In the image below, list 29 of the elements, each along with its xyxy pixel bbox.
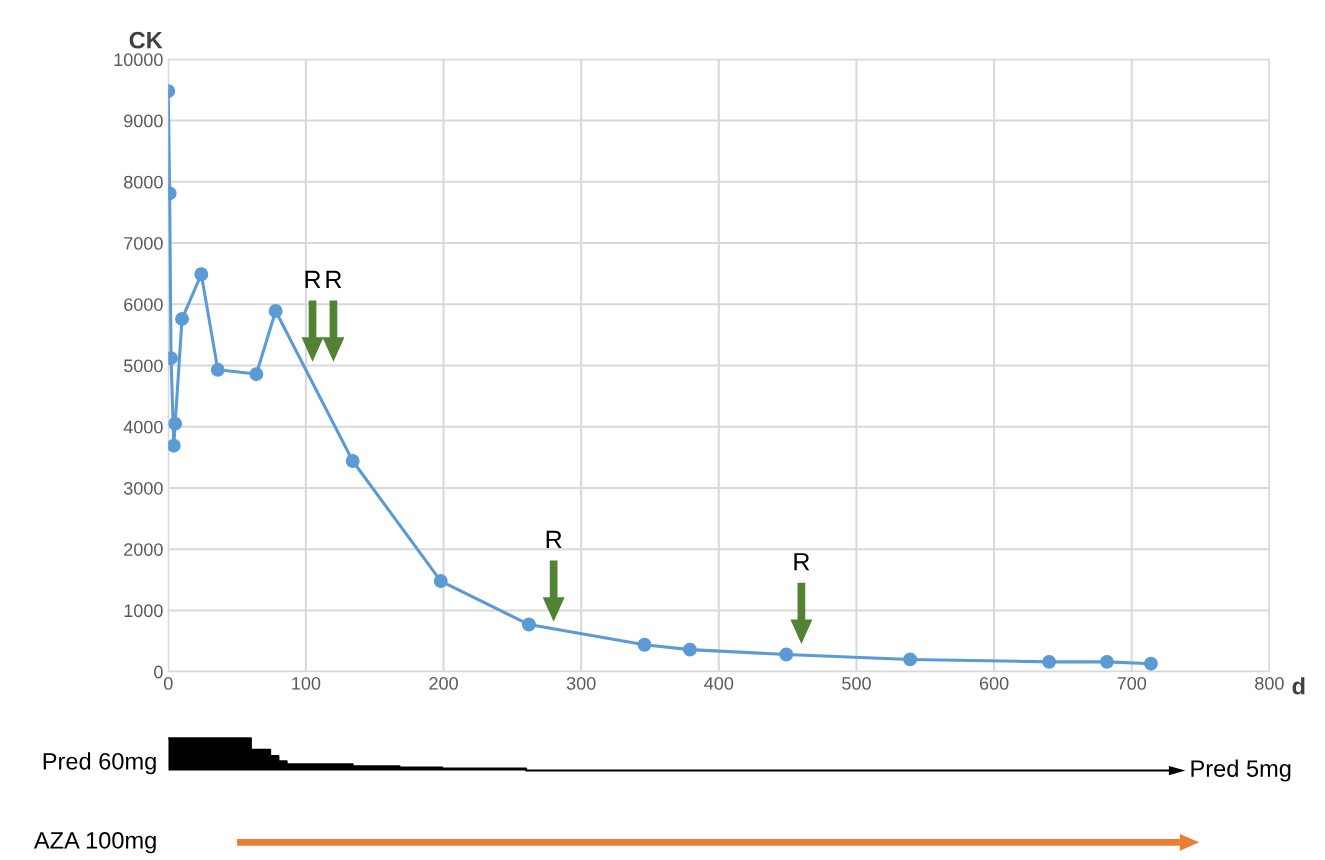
y-tick-label: 9000 (124, 114, 163, 128)
annotation: R (794, 553, 810, 571)
annotation: Pred 5mg (1191, 759, 1291, 782)
x-tick-label: 600 (979, 677, 1009, 690)
y-tick-label: 2000 (124, 543, 163, 556)
x-axis-title: d (1292, 677, 1305, 695)
text: Pred 60mg (43, 752, 156, 775)
x-tick-label: 300 (566, 677, 596, 690)
x-tick-label: 400 (704, 677, 734, 690)
y-tick-label: 10000 (114, 53, 163, 67)
x-tick-label: 0 (163, 677, 173, 690)
y-tick-label: 1000 (124, 604, 163, 618)
annotation: R (326, 270, 342, 289)
x-tick-label: 800 (1255, 677, 1284, 690)
y-tick-label: 4000 (123, 420, 163, 434)
y-tick-label: 5000 (123, 359, 163, 373)
y-tick-label: 0 (154, 665, 163, 679)
annotation: R (546, 530, 562, 548)
x-tick-label: 200 (429, 677, 458, 690)
y-axis-title: CK (129, 31, 163, 49)
x-tick-label: 500 (842, 677, 871, 690)
y-tick-label: 8000 (124, 175, 163, 189)
x-tick-label: 700 (1117, 677, 1147, 690)
y-tick-label: 3000 (123, 481, 163, 495)
y-tick-label: 6000 (124, 298, 163, 311)
text: AZA 100mg (33, 831, 156, 854)
annotation: R (305, 270, 321, 289)
y-tick-label: 7000 (124, 236, 163, 250)
x-tick-label: 100 (292, 677, 321, 690)
